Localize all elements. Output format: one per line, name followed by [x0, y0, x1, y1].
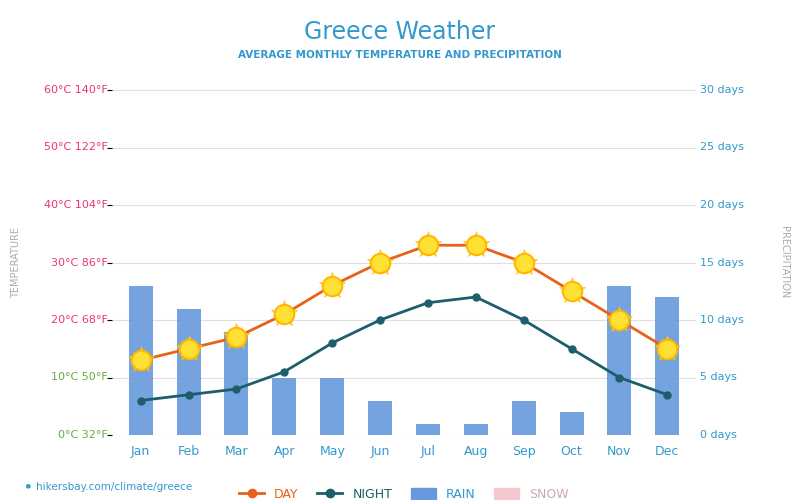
Text: PRECIPITATION: PRECIPITATION	[779, 226, 789, 298]
Text: AVERAGE MONTHLY TEMPERATURE AND PRECIPITATION: AVERAGE MONTHLY TEMPERATURE AND PRECIPIT…	[238, 50, 562, 60]
Text: 25 days: 25 days	[700, 142, 744, 152]
Bar	[129, 286, 153, 435]
Bar	[607, 286, 631, 435]
Text: 40°C 104°F: 40°C 104°F	[44, 200, 108, 210]
Bar	[320, 378, 344, 435]
Text: TEMPERATURE: TEMPERATURE	[11, 227, 21, 298]
Bar	[559, 412, 583, 435]
Bar	[416, 424, 440, 435]
Bar	[272, 378, 296, 435]
Text: 15 days: 15 days	[700, 258, 744, 268]
Text: 0 days: 0 days	[700, 430, 737, 440]
Text: 20°C 68°F: 20°C 68°F	[51, 315, 108, 325]
Text: 10 days: 10 days	[700, 315, 744, 325]
Bar	[368, 400, 392, 435]
Text: 0°C 32°F: 0°C 32°F	[58, 430, 108, 440]
Text: ⚫ hikersbay.com/climate/greece: ⚫ hikersbay.com/climate/greece	[24, 482, 192, 492]
Text: Greece Weather: Greece Weather	[305, 20, 495, 44]
Bar	[464, 424, 488, 435]
Text: 20 days: 20 days	[700, 200, 744, 210]
Text: 60°C 140°F: 60°C 140°F	[44, 85, 108, 95]
Text: 10°C 50°F: 10°C 50°F	[51, 372, 108, 382]
Bar	[655, 297, 679, 435]
Bar	[512, 400, 536, 435]
Text: 5 days: 5 days	[700, 372, 737, 382]
Bar	[177, 308, 201, 435]
Text: 30 days: 30 days	[700, 85, 744, 95]
Bar	[225, 332, 249, 435]
Text: 50°C 122°F: 50°C 122°F	[44, 142, 108, 152]
Text: 30°C 86°F: 30°C 86°F	[51, 258, 108, 268]
Legend: DAY, NIGHT, RAIN, SNOW: DAY, NIGHT, RAIN, SNOW	[234, 482, 574, 500]
